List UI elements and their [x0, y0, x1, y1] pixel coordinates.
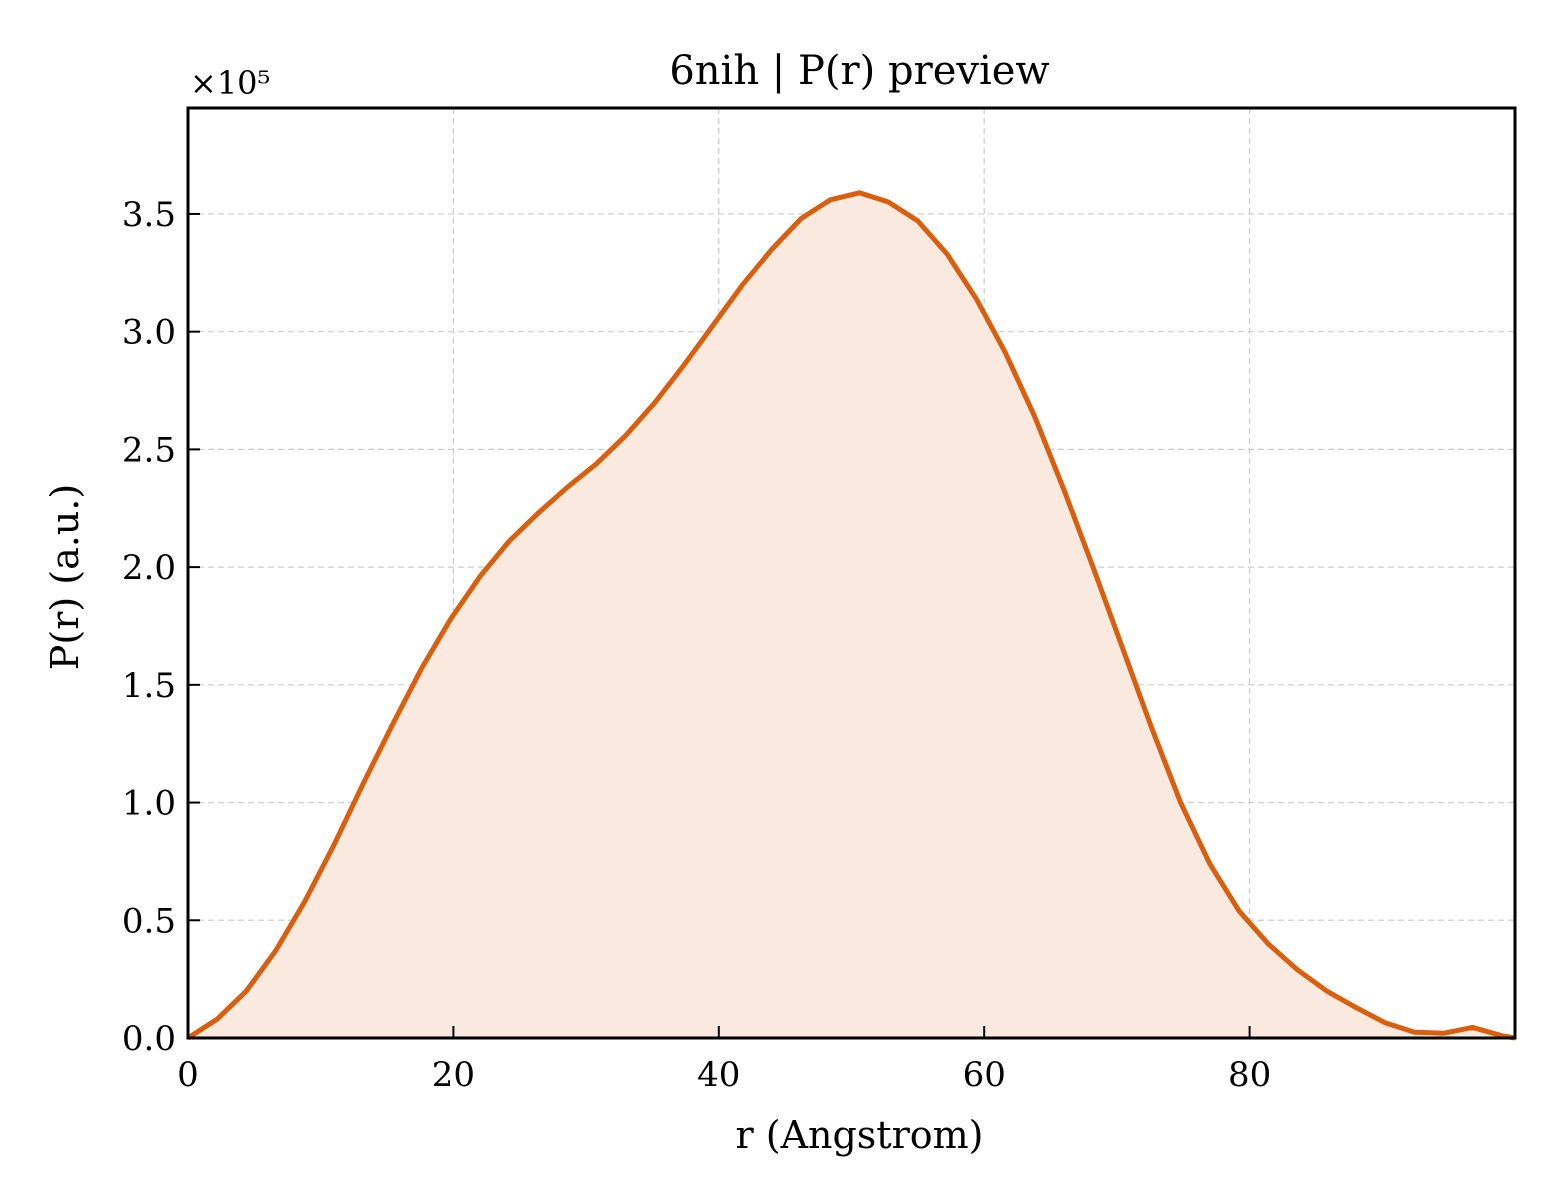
y-axis-title: P(r) (a.u.) — [43, 484, 87, 670]
x-tick-label: 0 — [177, 1055, 199, 1095]
chart-title: 6nih | P(r) preview — [669, 48, 1049, 94]
y-offset-label: ×10⁵ — [190, 64, 270, 102]
x-tick-label: 40 — [697, 1055, 740, 1095]
y-tick-label: 0.0 — [122, 1019, 176, 1059]
y-tick-label: 2.0 — [122, 548, 176, 588]
axis-ticks: 0 20 40 60 80 0.0 0.5 1.0 1.5 2.0 2.5 3.0 3.5 — [122, 195, 1271, 1095]
y-tick-label: 1.0 — [122, 784, 176, 824]
x-tick-label: 60 — [963, 1055, 1006, 1095]
y-tick-label: 2.5 — [122, 430, 176, 470]
x-tick-label: 20 — [432, 1055, 475, 1095]
x-axis-title: r (Angstrom) — [736, 1113, 984, 1157]
x-tick-label: 80 — [1228, 1055, 1271, 1095]
plot-frame — [186, 106, 1517, 1040]
y-tick-label: 0.5 — [122, 901, 176, 941]
y-tick-label: 3.0 — [122, 313, 176, 353]
y-tick-label: 1.5 — [122, 666, 176, 706]
series-line — [186, 190, 1516, 1041]
area-fill — [188, 192, 1515, 1038]
y-tick-label: 3.5 — [122, 195, 176, 235]
